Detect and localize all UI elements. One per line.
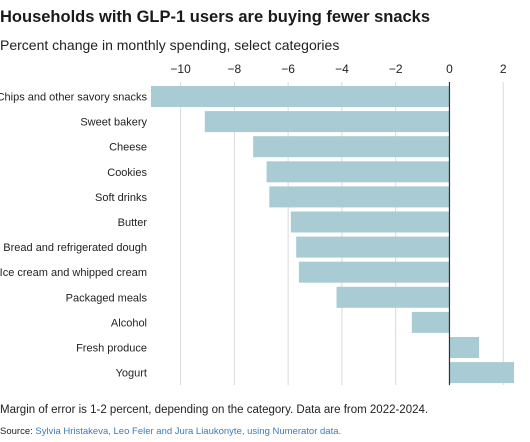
x-tick-label: 2 bbox=[500, 62, 507, 76]
bar bbox=[266, 161, 450, 183]
bar bbox=[411, 311, 450, 333]
x-tick-label: −6 bbox=[281, 62, 295, 76]
category-label: Cheese bbox=[109, 142, 147, 154]
bar bbox=[298, 261, 450, 283]
source-label: Source: bbox=[0, 426, 33, 437]
category-label: Sweet bakery bbox=[80, 117, 147, 129]
bar bbox=[449, 337, 480, 358]
category-label: Ice cream and whipped cream bbox=[0, 267, 147, 279]
category-label: Fresh produce bbox=[76, 343, 147, 355]
bar bbox=[269, 186, 450, 208]
category-label: Chips and other savory snacks bbox=[0, 92, 147, 104]
source-credit[interactable]: Sylvia Hristakeva, Leo Feler and Jura Li… bbox=[35, 426, 342, 437]
x-tick-label: −8 bbox=[228, 62, 242, 76]
x-tick-label: 0 bbox=[446, 62, 453, 76]
category-label: Alcohol bbox=[111, 317, 147, 329]
bar bbox=[449, 362, 514, 384]
category-label: Bread and refrigerated dough bbox=[3, 242, 147, 254]
chart-title: Households with GLP-1 users are buying f… bbox=[0, 8, 431, 26]
x-tick-label: −10 bbox=[170, 62, 191, 76]
bar bbox=[151, 86, 450, 107]
margin-of-error-note: Margin of error is 1-2 percent, dependin… bbox=[0, 404, 429, 416]
source-line: Source: Sylvia Hristakeva, Leo Feler and… bbox=[0, 426, 341, 437]
bar bbox=[290, 211, 450, 233]
category-label: Packaged meals bbox=[66, 292, 148, 304]
category-label: Yogurt bbox=[116, 368, 147, 380]
chart-subtitle: Percent change in monthly spending, sele… bbox=[0, 37, 340, 53]
bar bbox=[204, 111, 450, 133]
category-label: Soft drinks bbox=[95, 192, 147, 204]
x-tick-label: −4 bbox=[335, 62, 349, 76]
bar-chart: −10 −8 −6 −4 −2 0 2 Chips and other savory snac… bbox=[0, 62, 514, 386]
bar bbox=[253, 136, 450, 158]
category-label: Butter bbox=[118, 217, 148, 229]
bar bbox=[336, 286, 450, 308]
bar bbox=[296, 236, 450, 258]
x-tick-label: −2 bbox=[389, 62, 403, 76]
category-label: Cookies bbox=[107, 167, 147, 179]
